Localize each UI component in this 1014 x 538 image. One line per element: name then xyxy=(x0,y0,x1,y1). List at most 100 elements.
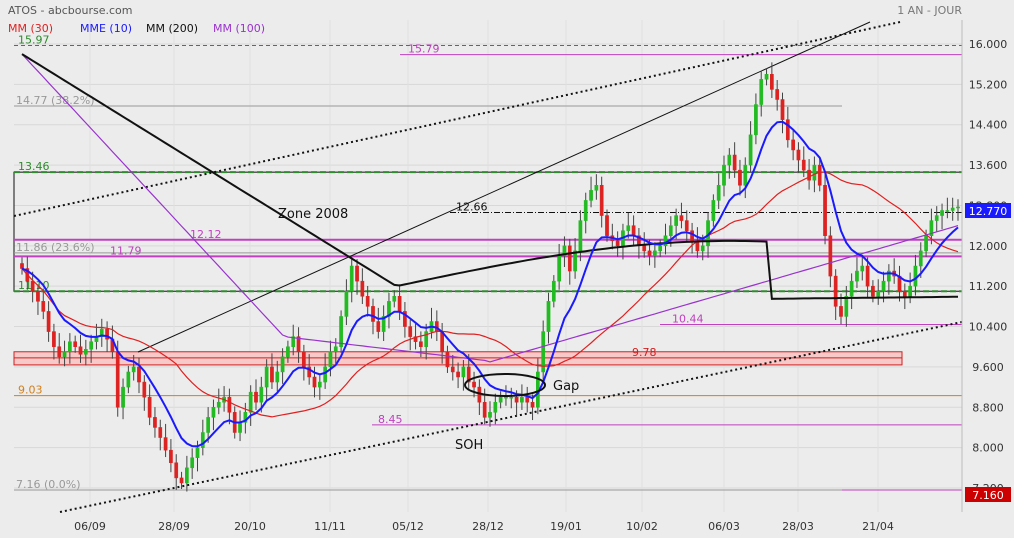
candle-body xyxy=(371,306,375,322)
candle-body xyxy=(839,306,843,317)
candle-body xyxy=(860,265,865,272)
candle-body xyxy=(929,220,934,236)
candle-body xyxy=(381,316,386,332)
level-label: 9.78 xyxy=(632,346,657,359)
level-label: 7.16 (0.0%) xyxy=(16,478,81,491)
candle-body xyxy=(557,255,561,282)
candle-body xyxy=(674,215,678,226)
x-tick-label: 28/12 xyxy=(472,520,504,533)
candle-body xyxy=(227,396,232,413)
candle-body xyxy=(153,417,157,428)
candle-body xyxy=(41,301,46,312)
y-tick-label: 14.400 xyxy=(969,119,1008,132)
moving-averages xyxy=(21,53,959,448)
x-tick-label: 21/04 xyxy=(862,520,894,533)
lower-channel-line xyxy=(59,321,963,513)
x-tick-label: 06/09 xyxy=(74,520,106,533)
x-tick-label: 10/02 xyxy=(626,520,658,533)
trend-line xyxy=(137,21,871,353)
candle-body xyxy=(653,250,657,257)
candle-body xyxy=(807,169,811,181)
candle-body xyxy=(482,401,487,418)
candle-body xyxy=(57,346,62,358)
candle-body xyxy=(142,381,147,398)
candle-body xyxy=(20,263,24,269)
candle-body xyxy=(466,366,471,383)
legend-mm100: MM (100) xyxy=(213,22,265,35)
candle-body xyxy=(679,215,684,221)
candle-body xyxy=(918,250,923,267)
candle-body xyxy=(179,477,184,484)
candle-body xyxy=(62,351,67,358)
candle-body xyxy=(605,215,609,236)
candle-body xyxy=(131,366,136,373)
candle-body xyxy=(498,396,503,403)
candle-body xyxy=(408,326,413,337)
mme10-line xyxy=(21,120,959,448)
candle-body xyxy=(360,280,365,297)
low-price-box xyxy=(965,487,1011,502)
candle-body xyxy=(940,210,944,216)
candle-body xyxy=(68,341,72,353)
candle-body xyxy=(99,328,104,337)
candle-body xyxy=(424,331,429,347)
x-tick-label: 28/03 xyxy=(782,520,814,533)
candles xyxy=(20,62,960,492)
candle-body xyxy=(30,280,35,292)
y-tick-label: 13.600 xyxy=(969,159,1008,172)
candle-body xyxy=(163,437,168,451)
candle-body xyxy=(280,356,285,373)
candle-body xyxy=(73,341,78,347)
x-tick-label: 11/11 xyxy=(314,520,346,533)
candle-body xyxy=(754,104,758,136)
candle-body xyxy=(743,164,748,186)
candle-body xyxy=(504,396,508,399)
candle-body xyxy=(115,351,120,408)
candle-body xyxy=(195,447,200,458)
candle-body xyxy=(647,250,652,257)
candle-body xyxy=(216,401,221,408)
candle-body xyxy=(817,164,822,186)
candle-body xyxy=(530,401,535,408)
candle-body xyxy=(865,265,870,287)
candle-body xyxy=(333,346,338,353)
candle-body xyxy=(105,328,109,340)
candle-body xyxy=(413,336,418,342)
candle-body xyxy=(78,346,83,355)
candle-body xyxy=(908,285,912,297)
candle-body xyxy=(876,290,881,297)
candle-body xyxy=(243,412,248,423)
candle-body xyxy=(349,265,354,292)
candle-body xyxy=(355,265,359,282)
candle-body xyxy=(445,351,450,368)
level-label: 11.79 xyxy=(110,244,142,257)
candle-body xyxy=(658,245,663,252)
candle-body xyxy=(626,225,631,231)
x-tick-label: 06/03 xyxy=(708,520,740,533)
candle-body xyxy=(344,290,349,317)
candle-body xyxy=(254,391,258,403)
candle-body xyxy=(248,391,253,413)
y-tick-label: 9.600 xyxy=(972,361,1004,374)
y-tick-label: 12.000 xyxy=(969,240,1008,253)
candle-body xyxy=(812,164,817,181)
last-price-box xyxy=(965,203,1011,218)
candle-body xyxy=(828,235,833,277)
candle-body xyxy=(546,301,551,332)
candle-body xyxy=(312,376,317,388)
candle-body xyxy=(738,169,742,186)
candle-body xyxy=(791,139,795,151)
candle-body xyxy=(307,366,312,378)
chart-period: 1 AN - JOUR xyxy=(897,4,962,17)
level-label: 12.12 xyxy=(190,228,222,241)
grid xyxy=(14,20,962,512)
candle-body xyxy=(562,245,567,257)
candle-body xyxy=(89,341,93,350)
candle-body xyxy=(169,449,173,464)
level-label: 11.86 (23.6%) xyxy=(16,241,95,254)
y-tick-label: 10.400 xyxy=(969,321,1008,334)
gap-label: Gap xyxy=(553,379,579,394)
level-label: 13.46 xyxy=(18,160,50,173)
candle-body xyxy=(583,200,588,221)
